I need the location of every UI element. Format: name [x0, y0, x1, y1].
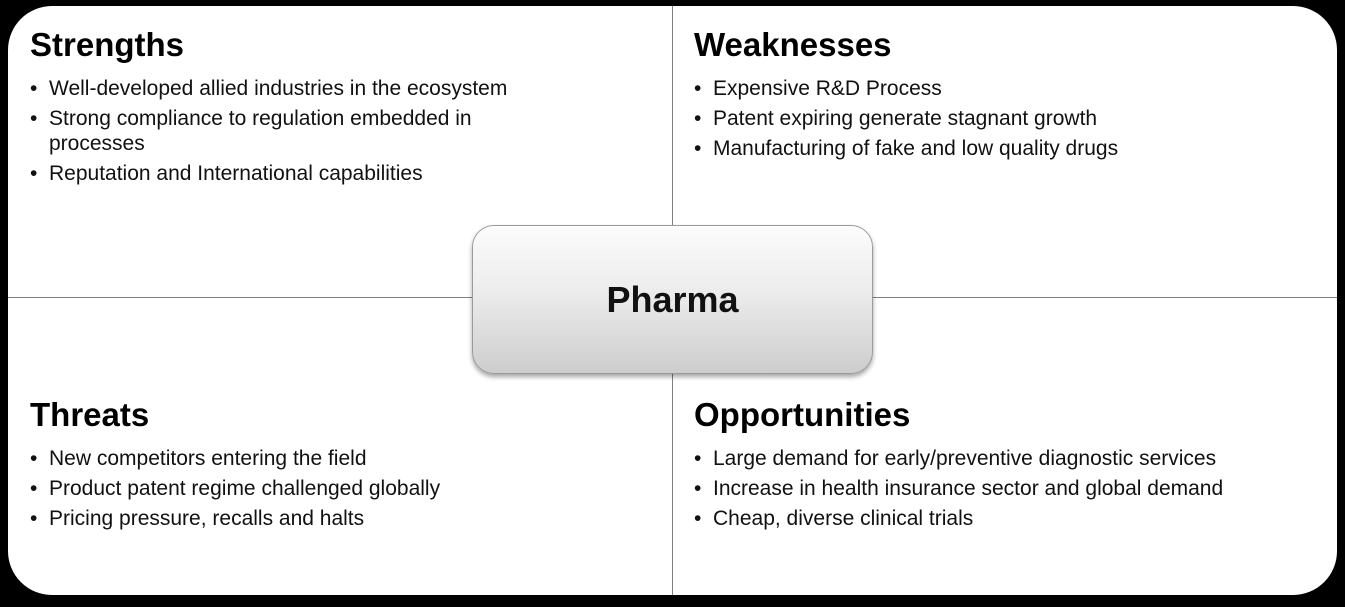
opportunities-title: Opportunities — [694, 396, 911, 433]
strengths-quadrant: Strengths Well-developed allied industri… — [30, 26, 660, 191]
list-item: Large demand for early/preventive diagno… — [694, 446, 1324, 471]
opportunities-quadrant: Opportunities Large demand for early/pre… — [694, 396, 1324, 536]
list-item: Reputation and International capabilitie… — [30, 161, 549, 186]
weaknesses-quadrant: Weaknesses Expensive R&D Process Patent … — [694, 26, 1324, 166]
strengths-title: Strengths — [30, 26, 185, 63]
opportunities-list: Large demand for early/preventive diagno… — [694, 446, 1324, 531]
threats-title: Threats — [30, 396, 150, 433]
list-item: Product patent regime challenged globall… — [30, 476, 660, 501]
list-item: Strong compliance to regulation embedded… — [30, 106, 549, 156]
list-item: New competitors entering the field — [30, 446, 660, 471]
threats-quadrant: Threats New competitors entering the fie… — [30, 396, 660, 536]
list-item: Increase in health insurance sector and … — [694, 476, 1324, 501]
list-item: Cheap, diverse clinical trials — [694, 506, 1324, 531]
center-label: Pharma — [606, 278, 739, 320]
threats-list: New competitors entering the field Produ… — [30, 446, 660, 531]
list-item: Well-developed allied industries in the … — [30, 76, 549, 101]
center-box: Pharma — [472, 225, 873, 374]
list-item: Manufacturing of fake and low quality dr… — [694, 136, 1324, 161]
strengths-list: Well-developed allied industries in the … — [30, 76, 660, 186]
list-item: Expensive R&D Process — [694, 76, 1324, 101]
swot-board: Strengths Well-developed allied industri… — [8, 6, 1337, 595]
list-item: Patent expiring generate stagnant growth — [694, 106, 1324, 131]
list-item: Pricing pressure, recalls and halts — [30, 506, 660, 531]
weaknesses-title: Weaknesses — [694, 26, 892, 63]
weaknesses-list: Expensive R&D Process Patent expiring ge… — [694, 76, 1324, 161]
